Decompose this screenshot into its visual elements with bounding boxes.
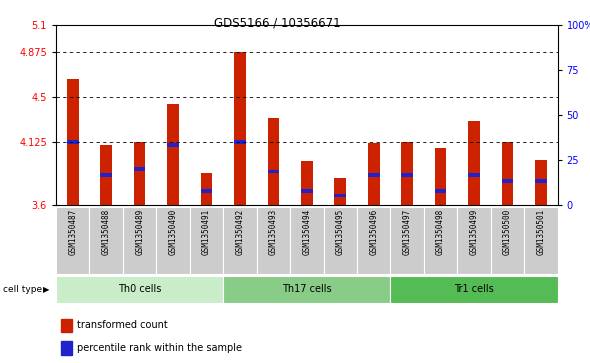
- Bar: [435, 148, 447, 205]
- Bar: [435, 189, 447, 193]
- Bar: [301, 161, 313, 205]
- Text: Th17 cells: Th17 cells: [282, 285, 332, 294]
- Bar: [301, 189, 313, 193]
- Bar: [67, 79, 78, 205]
- Bar: [357, 207, 391, 274]
- Text: GSM1350500: GSM1350500: [503, 209, 512, 255]
- Text: GSM1350488: GSM1350488: [101, 209, 111, 255]
- Text: cell type: cell type: [3, 285, 42, 294]
- Bar: [335, 178, 346, 205]
- Bar: [468, 173, 480, 177]
- Text: GSM1350489: GSM1350489: [135, 209, 144, 255]
- Text: GDS5166 / 10356671: GDS5166 / 10356671: [214, 16, 340, 29]
- Bar: [201, 189, 212, 193]
- Bar: [502, 142, 513, 205]
- Bar: [491, 207, 524, 274]
- Bar: [190, 207, 223, 274]
- Bar: [100, 145, 112, 205]
- Bar: [468, 121, 480, 205]
- Bar: [502, 179, 513, 183]
- Bar: [457, 207, 491, 274]
- Bar: [61, 319, 72, 332]
- Bar: [391, 207, 424, 274]
- Bar: [401, 173, 413, 177]
- Bar: [90, 207, 123, 274]
- Text: GSM1350497: GSM1350497: [402, 209, 412, 255]
- Bar: [167, 105, 179, 205]
- Bar: [267, 118, 279, 205]
- Text: GSM1350494: GSM1350494: [302, 209, 312, 255]
- Bar: [323, 207, 357, 274]
- Bar: [223, 276, 391, 303]
- Bar: [167, 143, 179, 147]
- Bar: [535, 160, 547, 205]
- Bar: [123, 207, 156, 274]
- Text: percentile rank within the sample: percentile rank within the sample: [77, 343, 242, 353]
- Bar: [134, 167, 146, 171]
- Bar: [234, 52, 246, 205]
- Text: ▶: ▶: [42, 285, 49, 294]
- Bar: [100, 173, 112, 177]
- Bar: [234, 140, 246, 144]
- Text: GSM1350501: GSM1350501: [536, 209, 545, 255]
- Bar: [156, 207, 190, 274]
- Bar: [267, 170, 279, 174]
- Bar: [368, 173, 379, 177]
- Bar: [134, 142, 146, 205]
- Text: GSM1350495: GSM1350495: [336, 209, 345, 255]
- Text: GSM1350490: GSM1350490: [169, 209, 178, 255]
- Text: GSM1350492: GSM1350492: [235, 209, 244, 255]
- Text: GSM1350496: GSM1350496: [369, 209, 378, 255]
- Text: GSM1350491: GSM1350491: [202, 209, 211, 255]
- Bar: [201, 173, 212, 205]
- Text: GSM1350499: GSM1350499: [470, 209, 478, 255]
- Bar: [223, 207, 257, 274]
- Text: GSM1350498: GSM1350498: [436, 209, 445, 255]
- Bar: [368, 143, 379, 205]
- Bar: [535, 179, 547, 183]
- Text: transformed count: transformed count: [77, 321, 168, 330]
- Bar: [391, 276, 558, 303]
- Bar: [290, 207, 323, 274]
- Bar: [257, 207, 290, 274]
- Bar: [56, 207, 90, 274]
- Text: GSM1350487: GSM1350487: [68, 209, 77, 255]
- Text: Th0 cells: Th0 cells: [118, 285, 161, 294]
- Bar: [61, 342, 72, 355]
- Bar: [67, 140, 78, 144]
- Bar: [401, 142, 413, 205]
- Bar: [56, 276, 223, 303]
- Text: GSM1350493: GSM1350493: [269, 209, 278, 255]
- Text: Tr1 cells: Tr1 cells: [454, 285, 494, 294]
- Bar: [335, 193, 346, 197]
- Bar: [524, 207, 558, 274]
- Bar: [424, 207, 457, 274]
